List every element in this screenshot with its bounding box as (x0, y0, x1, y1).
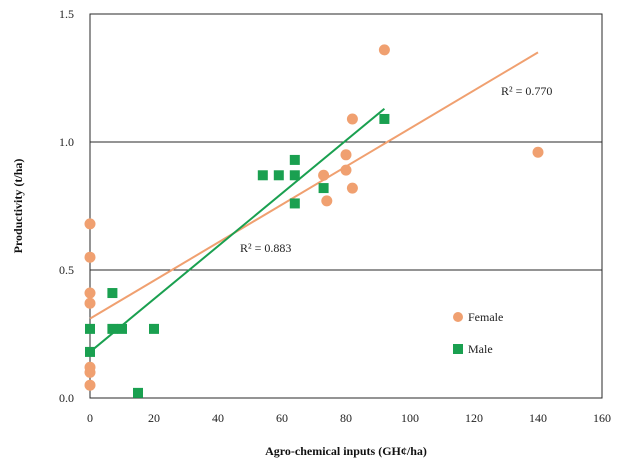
male-point (289, 198, 300, 209)
female-point (84, 366, 96, 378)
legend: Female Male (453, 310, 503, 356)
female-point (84, 218, 96, 230)
female-r2-label: R² = 0.770 (501, 84, 552, 98)
male-point (133, 387, 143, 398)
x-tick-label: 0 (87, 411, 93, 425)
y-tick-labels: 0.0 0.5 1.0 1.5 (59, 7, 74, 405)
x-tick-label: 40 (212, 411, 224, 425)
y-tick-label: 1.5 (59, 7, 74, 21)
male-point (318, 183, 329, 194)
female-point (84, 297, 96, 309)
y-axis-title: Productivity (t/ha) (11, 159, 25, 254)
female-trendline (89, 51, 539, 320)
female-point (84, 379, 96, 391)
x-tick-label: 60 (276, 411, 288, 425)
legend-female-label: Female (468, 310, 503, 324)
x-tick-labels: 0 20 40 60 80 100 120 140 160 (87, 411, 611, 425)
y-tick-label: 0.0 (59, 391, 74, 405)
plot-area-frame (89, 13, 603, 399)
male-point (273, 170, 284, 181)
gridlines (90, 13, 602, 399)
female-point (84, 287, 96, 299)
x-tick-label: 100 (401, 411, 419, 425)
male-point (85, 346, 95, 357)
y-tick-label: 1.0 (59, 135, 74, 149)
female-point (321, 195, 333, 207)
y-tick-label: 0.5 (59, 263, 74, 277)
female-point (378, 44, 390, 56)
x-tick-label: 160 (593, 411, 611, 425)
male-point (149, 323, 159, 334)
x-tick-label: 120 (465, 411, 483, 425)
male-point (289, 170, 300, 181)
legend-female-marker (453, 312, 463, 322)
trendlines (89, 51, 539, 353)
male-trendline (89, 107, 386, 353)
x-tick-label: 140 (529, 411, 547, 425)
female-point (84, 251, 96, 263)
x-tick-label: 80 (340, 411, 352, 425)
male-r2-label: R² = 0.883 (240, 241, 291, 255)
female-point (340, 149, 352, 161)
female-point (346, 113, 358, 125)
legend-male-marker (453, 344, 463, 354)
male-point (379, 113, 390, 124)
x-axis-title: Agro-chemical inputs (GH¢/ha) (265, 444, 427, 458)
legend-male-label: Male (468, 342, 493, 356)
female-point (340, 164, 352, 176)
female-point (318, 169, 330, 181)
x-tick-label: 20 (148, 411, 160, 425)
male-point (117, 323, 127, 334)
data-points (84, 44, 544, 398)
male-point (107, 288, 118, 299)
male-point (107, 323, 118, 334)
female-point (532, 146, 544, 158)
female-point (346, 182, 358, 194)
male-point (85, 323, 95, 334)
male-point (257, 170, 268, 181)
male-point (289, 154, 300, 165)
